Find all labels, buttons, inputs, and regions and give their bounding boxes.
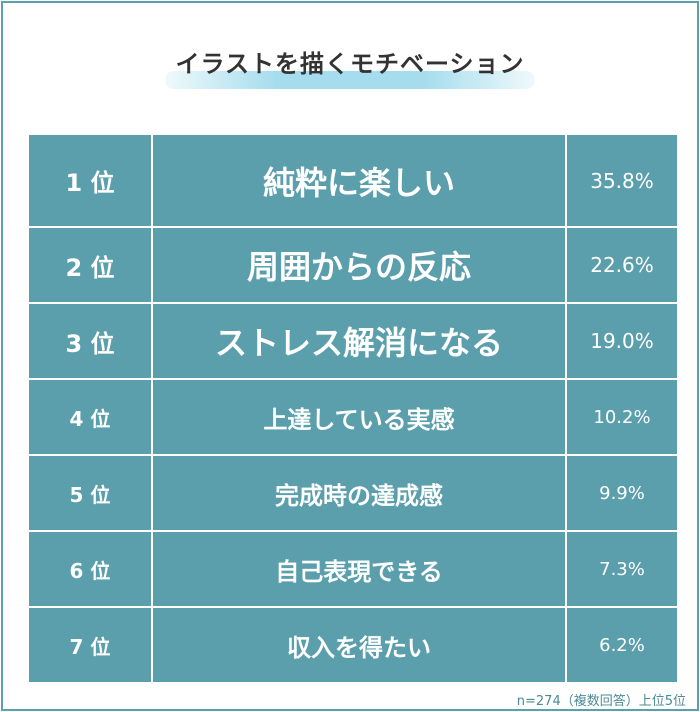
percent-cell: 35.8%: [565, 133, 679, 228]
label-cell: 純粋に楽しい: [151, 133, 567, 228]
percent-cell: 19.0%: [565, 302, 679, 380]
rank-cell: 2 位: [27, 226, 153, 304]
percent-cell: 22.6%: [565, 226, 679, 304]
label-cell: 周囲からの反応: [151, 226, 567, 304]
label-cell: 完成時の達成感: [151, 454, 567, 532]
ranking-table: 1 位純粋に楽しい 35.8% 2 位周囲からの反応 22.6% 3 位ストレス解消にな…: [27, 133, 679, 684]
chart-title: イラストを描くモチベーション: [165, 44, 535, 89]
ranking-body: 1 位純粋に楽しい 35.8% 2 位周囲からの反応 22.6% 3 位ストレス解消にな…: [27, 133, 679, 684]
ranking-row: 4 位上達している実感 10.2%: [27, 378, 679, 456]
percent-cell: 7.3%: [565, 530, 679, 608]
percent-cell: 6.2%: [565, 606, 679, 684]
label-cell: 収入を得たい: [151, 606, 567, 684]
ranking-row: 5 位完成時の達成感 9.9%: [27, 454, 679, 532]
title-area: イラストを描くモチベーション: [0, 44, 700, 89]
ranking-row: 1 位純粋に楽しい 35.8%: [27, 133, 679, 228]
label-cell: 上達している実感: [151, 378, 567, 456]
ranking-row: 7 位収入を得たい 6.2%: [27, 606, 679, 684]
ranking-row: 2 位周囲からの反応 22.6%: [27, 226, 679, 304]
percent-cell: 9.9%: [565, 454, 679, 532]
label-cell: ストレス解消になる: [151, 302, 567, 380]
ranking-row: 3 位ストレス解消になる 19.0%: [27, 302, 679, 380]
rank-cell: 7 位: [27, 606, 153, 684]
rank-cell: 3 位: [27, 302, 153, 380]
ranking-row: 6 位自己表現できる 7.3%: [27, 530, 679, 608]
chart-title-text: イラストを描くモチベーション: [175, 50, 525, 78]
rank-cell: 1 位: [27, 133, 153, 228]
label-cell: 自己表現できる: [151, 530, 567, 608]
rank-cell: 5 位: [27, 454, 153, 532]
percent-cell: 10.2%: [565, 378, 679, 456]
sample-note: n=274（複数回答）上位5位: [516, 694, 686, 709]
rank-cell: 6 位: [27, 530, 153, 608]
rank-cell: 4 位: [27, 378, 153, 456]
